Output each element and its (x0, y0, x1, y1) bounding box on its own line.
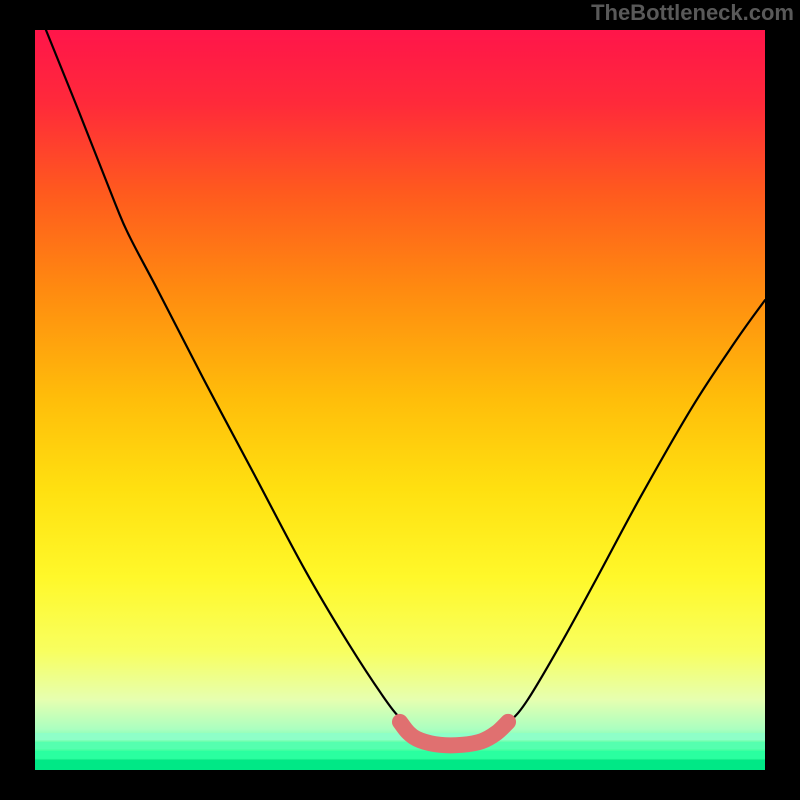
bottom-band-1 (35, 742, 765, 749)
bottom-band-3 (35, 760, 765, 770)
bottleneck-chart (0, 0, 800, 800)
bottom-band-2 (35, 751, 765, 759)
watermark-text: TheBottleneck.com (591, 0, 794, 26)
chart-background (35, 30, 765, 770)
chart-stage: TheBottleneck.com (0, 0, 800, 800)
